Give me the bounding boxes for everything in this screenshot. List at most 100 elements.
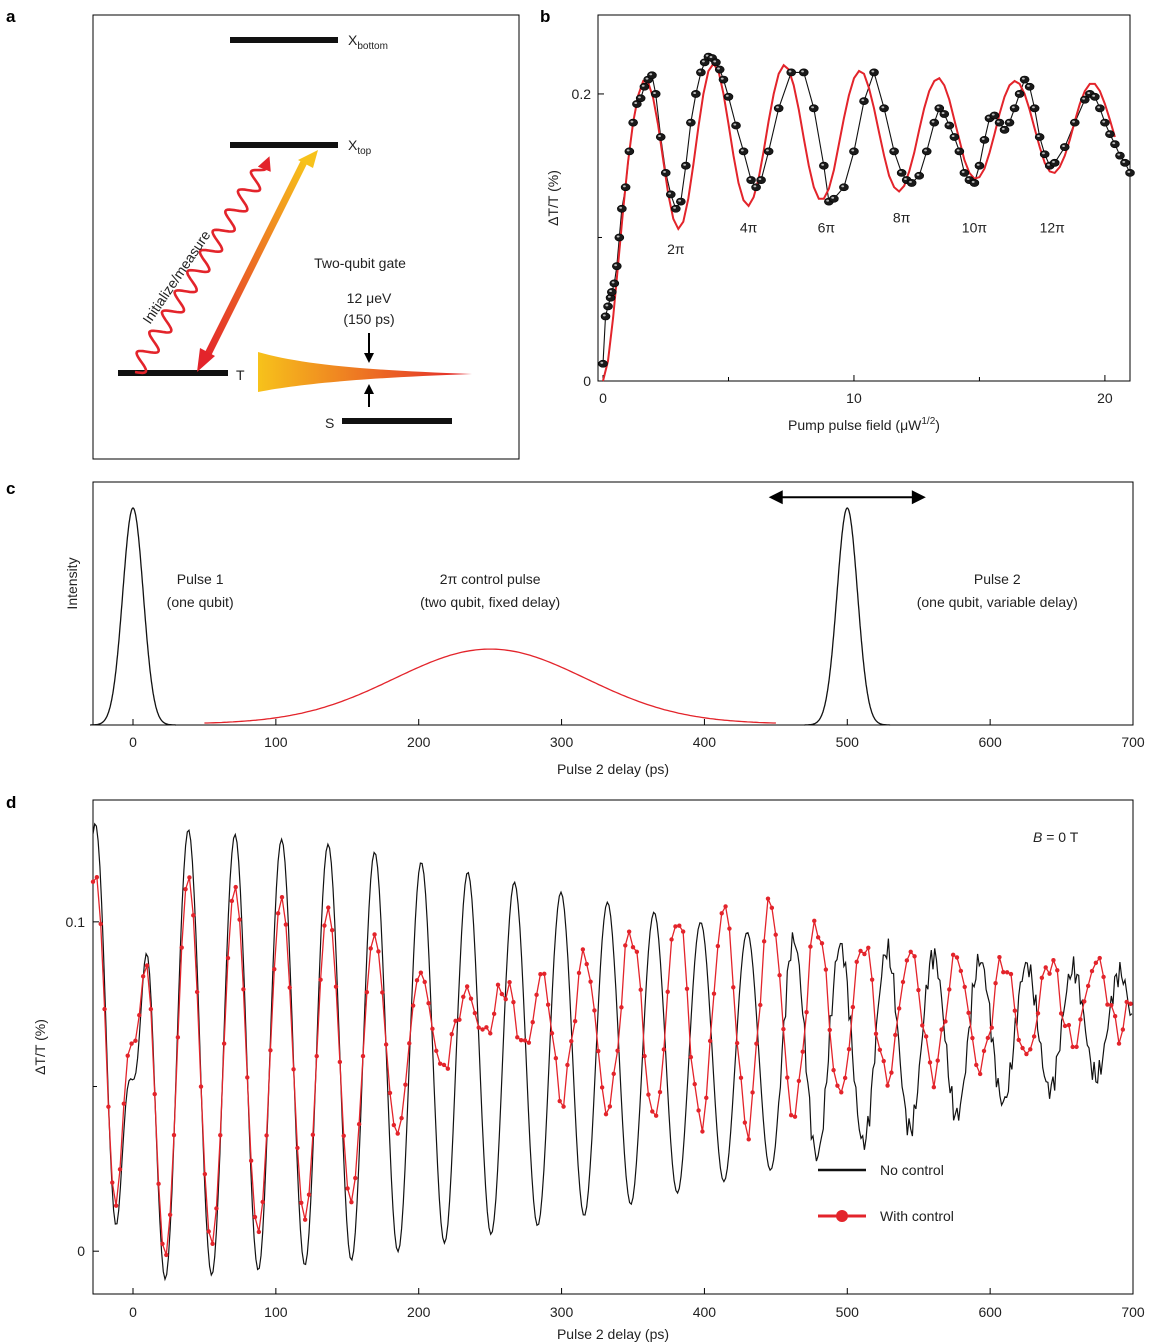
gate-arrow-head-top [298,150,318,168]
panel-d-with-control-point [657,1089,663,1095]
panel-b-data-point-highlight [1092,94,1096,97]
panel-b-data-point-highlight [634,101,638,104]
panel-d-with-control-point [746,1137,751,1142]
panel-d-with-control-point [98,921,103,927]
panel-b-data-point [999,125,1010,134]
panel-b-data-point [1105,130,1115,139]
panel-d-with-control-point [383,1042,389,1047]
panel-d-with-control-point [364,989,370,995]
panel-d-with-control-point [376,949,381,954]
panel-b-data-point-highlight [1037,135,1040,137]
panel-d-with-control-point [673,924,678,929]
panel-d-with-control-point [534,992,539,998]
panel-b-data-point-highlight [1087,91,1091,94]
panel-d-with-control-point [646,1092,651,1097]
panel-d-with-control-point [1109,1003,1114,1008]
panel-b-data-point-highlight [924,149,927,152]
panel-b-data-point-highlight [961,170,965,173]
panel-d-with-control-point [121,1101,127,1106]
panel-d-with-control-point [391,1122,397,1128]
panel-b-data-point [994,118,1005,127]
panel-d-legend-no-control-label: No control [880,1162,944,1178]
panel-d-with-control-point [677,923,682,928]
panel-d-with-control-point [349,1200,354,1205]
panel-d-chart: 0 100 200 300 400 500 600 700 0 0.1 B = 0 T No cont… [32,799,1145,1342]
panel-d-with-control-point [337,1059,343,1065]
panel-d-y-axis-title: ΔT/T (%) [32,1019,48,1075]
panel-d-with-control-point [414,978,420,983]
panel-b-data-point-highlight [616,235,620,238]
panel-d-with-control-point [287,985,292,990]
panel-d-with-control-point [557,1098,562,1104]
panel-d-with-control-point [1120,1027,1126,1032]
panel-b-data-point [655,133,666,141]
panel-b-data-point-highlight [630,120,634,123]
panel-b-data-point [1029,104,1040,113]
panel-d-with-control-point [1051,958,1056,963]
panel-d-with-control-point [1124,999,1129,1005]
panel-d-with-control-point [866,945,871,950]
panel-d-with-control-point [160,1241,165,1247]
panel-d-with-control-point [90,879,96,884]
panel-d-with-control-point [1078,1017,1083,1022]
panel-b-data-point-highlight [1032,106,1035,109]
panel-d-with-control-point [804,1010,809,1015]
panel-b-data-point [889,147,899,156]
panel-d-with-control-point [939,1027,944,1032]
panel-letter-b: b [540,7,550,26]
panel-d-ytick-label: 0.1 [66,914,86,930]
panel-d-with-control-point [275,911,281,916]
panel-b-data-point [809,104,819,113]
panel-b-pi-label: 8π [893,209,911,225]
panel-c-xtick-label: 100 [264,734,288,750]
panel-d-with-control-point [873,1031,879,1036]
panel-d-with-control-point [1039,975,1045,980]
panel-b-data-point-highlight [1072,120,1075,123]
panel-b-data-point [959,168,970,177]
panel-d-with-control-point [542,971,547,977]
panel-d-with-control-point [916,987,921,993]
panel-b-data-point [896,168,907,177]
panel-b-data-point [934,104,945,113]
panel-d-with-control-point [252,1214,258,1220]
panel-d-with-control-point [920,1023,925,1028]
panel-d-with-control-point [781,1026,786,1032]
panel-c-xtick-label: 600 [978,734,1002,750]
panel-b-data-point-highlight [1062,145,1065,148]
panel-b-chart: 0 10 20 0 0.2 2π 4π 6π 8π 10π 12π Pump pulse field … [545,14,1135,433]
panel-d-with-control-point [823,967,829,972]
panel-b-data-point-highlight [1097,106,1101,109]
panel-b-data-point-highlight [717,67,720,70]
panel-b-data-point-highlight [1122,160,1126,163]
panel-d-with-control-point [576,970,582,976]
panel-d-xtick-label: 400 [693,1304,717,1320]
panel-b-data-point-highlight [663,170,666,173]
panel-d-with-control-point [1058,1011,1064,1016]
panel-b-data-point-highlight [688,120,692,123]
panel-d-with-control-point [808,944,813,949]
panel-b-data-point [603,302,613,311]
panel-d-with-control-point [387,1090,393,1096]
panel-c-xtick-label: 500 [836,734,860,750]
panel-d-with-control-point [561,1104,566,1109]
panel-b-data-point [1024,82,1035,91]
panel-d-xtick-label: 200 [407,1304,431,1320]
panel-d-with-control-point [341,1133,346,1138]
panel-d-with-control-point [484,1025,489,1030]
level-x-top-label: Xtop [348,137,372,157]
panel-d-with-control-point [137,1012,142,1018]
panel-d-with-control-point [102,1006,107,1012]
panel-d-with-control-point [947,987,952,992]
panel-b-data-point-highlight [641,84,645,87]
panel-d-with-control-point [225,955,231,961]
panel-d-legend-with-control-label: With control [880,1208,954,1224]
panel-b-data-point [647,71,657,80]
panel-b-data-point-highlight [788,70,792,73]
panel-b-data-point-highlight [986,116,990,119]
panel-b-data-point-highlight [891,149,895,152]
panel-d-with-control-point [1093,960,1099,966]
panel-b-data-point [665,190,676,199]
panel-d-with-control-point [954,955,960,960]
panel-b-data-point-highlight [1042,152,1045,155]
panel-c-xtick-label: 700 [1121,734,1145,750]
